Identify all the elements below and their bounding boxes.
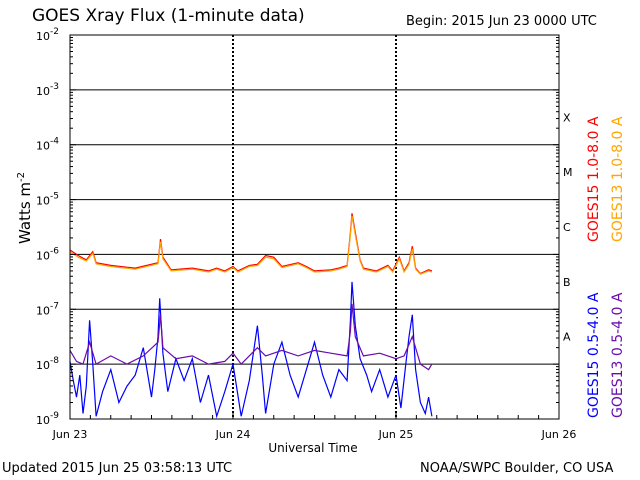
x-tick-label: Jun 24: [215, 428, 251, 441]
legend-item: GOES13 0.5-4.0 A: [610, 292, 626, 418]
y-tick-label: 10-5: [36, 192, 59, 208]
flare-class-a: A: [563, 331, 571, 344]
legend-item: GOES13 1.0-8.0 A: [610, 116, 626, 242]
y-tick-label: 10-7: [36, 301, 59, 317]
series-layer: [69, 213, 433, 419]
chart-title: GOES Xray Flux (1-minute data): [32, 6, 305, 26]
grid-lines: [70, 35, 559, 419]
series-line-goes15-1-0-8-0-a: [69, 213, 433, 275]
x-tick-label: Jun 26: [541, 428, 577, 441]
x-axis-label: Universal Time: [268, 441, 358, 455]
y-tick-label: 10-2: [36, 27, 59, 43]
credit-text: NOAA/SWPC Boulder, CO USA: [420, 461, 614, 476]
series-line-goes13-0-5-4-0-a: [69, 303, 433, 371]
x-tick-label: Jun 23: [52, 428, 88, 441]
y-tick-label: 10-6: [36, 246, 59, 262]
legend-item: GOES15 1.0-8.0 A: [586, 116, 602, 242]
flare-class-m: M: [563, 166, 573, 179]
series-line-goes15-0-5-4-0-a: [69, 281, 433, 419]
y-tick-label: 10-8: [36, 356, 59, 372]
series-line-goes13-1-0-8-0-a: [69, 215, 433, 275]
begin-time: Begin: 2015 Jun 23 0000 UTC: [406, 14, 597, 29]
y-tick-label: 10-3: [36, 82, 59, 98]
legend-item: GOES15 0.5-4.0 A: [586, 292, 602, 418]
x-tick-label: Jun 25: [378, 428, 414, 441]
flare-class-labels: X M C B A: [563, 111, 573, 343]
y-tick-label: 10-9: [36, 411, 59, 427]
flare-class-c: C: [563, 221, 571, 234]
legend: GOES15 1.0-8.0 A GOES13 1.0-8.0 A GOES15 0…: [586, 116, 626, 418]
flare-class-b: B: [563, 276, 571, 289]
y-tick-label: 10-4: [36, 137, 59, 153]
flare-class-x: X: [563, 111, 571, 124]
plot-frame: [69, 34, 560, 420]
updated-timestamp: Updated 2015 Jun 25 03:58:13 UTC: [2, 461, 233, 476]
